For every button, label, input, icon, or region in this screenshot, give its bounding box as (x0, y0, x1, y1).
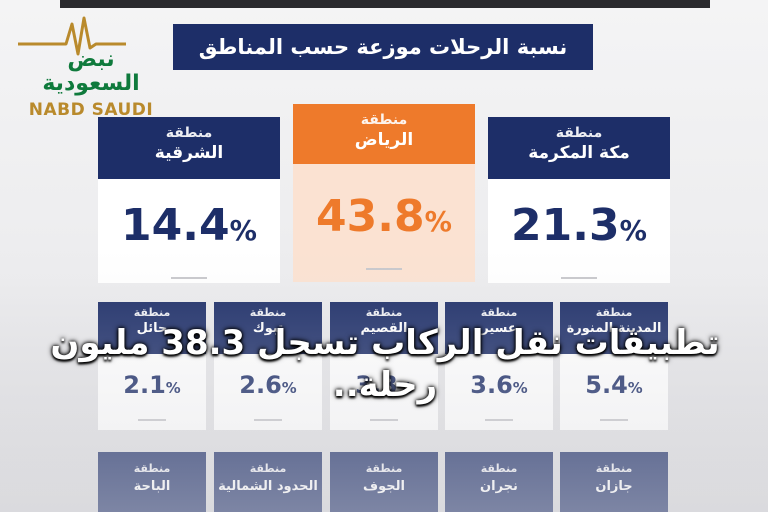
region-percentage: 43.8% (316, 191, 452, 242)
region-name: نجران (480, 479, 518, 494)
divider (171, 277, 207, 279)
logo-english-text: NABD SAUDI (28, 100, 154, 120)
region-name: جازان (595, 479, 633, 494)
region-card-jouf: منطقة الجوف (330, 452, 438, 512)
region-card-header: منطقة الجوف (330, 452, 438, 512)
region-label: منطقة (133, 306, 171, 319)
divider (366, 268, 402, 270)
region-card-northern-borders: منطقة الحدود الشمالية (214, 452, 322, 512)
region-card-header: منطقة نجران (445, 452, 553, 512)
region-card-header: منطقة الشرقية (98, 117, 280, 179)
region-card-header: منطقة الباحة (98, 452, 206, 512)
region-label: منطقة (595, 462, 633, 475)
region-card-header: منطقة مكة المكرمة (488, 117, 670, 179)
divider (561, 277, 597, 279)
region-label: منطقة (555, 125, 603, 141)
region-percentage: 14.4% (121, 200, 257, 251)
region-card-riyadh: منطقة الرياض 43.8% (293, 104, 475, 282)
region-label: منطقة (360, 112, 408, 128)
region-card-baha: منطقة الباحة (98, 452, 206, 512)
region-card-eastern: منطقة الشرقية 14.4% (98, 117, 280, 283)
region-name: مكة المكرمة (528, 143, 630, 163)
region-label: منطقة (249, 306, 287, 319)
region-label: منطقة (365, 462, 403, 475)
region-name: الشرقية (154, 143, 224, 163)
region-name: الحدود الشمالية (218, 479, 318, 494)
divider (138, 419, 166, 421)
region-name: الرياض (354, 130, 414, 150)
photo-strip (60, 0, 710, 8)
region-label: منطقة (480, 462, 518, 475)
caption-overlay: تطبيقات نقل الركاب تسجل 38.3 مليون رحلة.… (50, 323, 720, 405)
region-label: منطقة (249, 462, 287, 475)
logo-arabic-text: نبض السعودية (42, 47, 140, 96)
region-label: منطقة (365, 306, 403, 319)
region-card-header: منطقة الحدود الشمالية (214, 452, 322, 512)
region-label: منطقة (133, 462, 171, 475)
region-name: الجوف (363, 479, 405, 494)
pulse-line-icon (18, 16, 126, 56)
region-card-najran: منطقة نجران (445, 452, 553, 512)
region-card-header: منطقة الرياض (293, 104, 475, 164)
divider (254, 419, 282, 421)
region-label: منطقة (480, 306, 518, 319)
region-label: منطقة (165, 125, 213, 141)
region-label: منطقة (595, 306, 633, 319)
region-card-makkah: منطقة مكة المكرمة 21.3% (488, 117, 670, 283)
divider (485, 419, 513, 421)
divider (370, 419, 398, 421)
region-card-header: منطقة جازان (560, 452, 668, 512)
divider (600, 419, 628, 421)
region-name: الباحة (133, 479, 171, 494)
region-card-jazan: منطقة جازان (560, 452, 668, 512)
region-percentage: 21.3% (511, 200, 647, 251)
page-title: نسبة الرحلات موزعة حسب المناطق (173, 24, 593, 70)
nabd-saudi-logo: نبض السعودية NABD SAUDI (16, 14, 166, 120)
